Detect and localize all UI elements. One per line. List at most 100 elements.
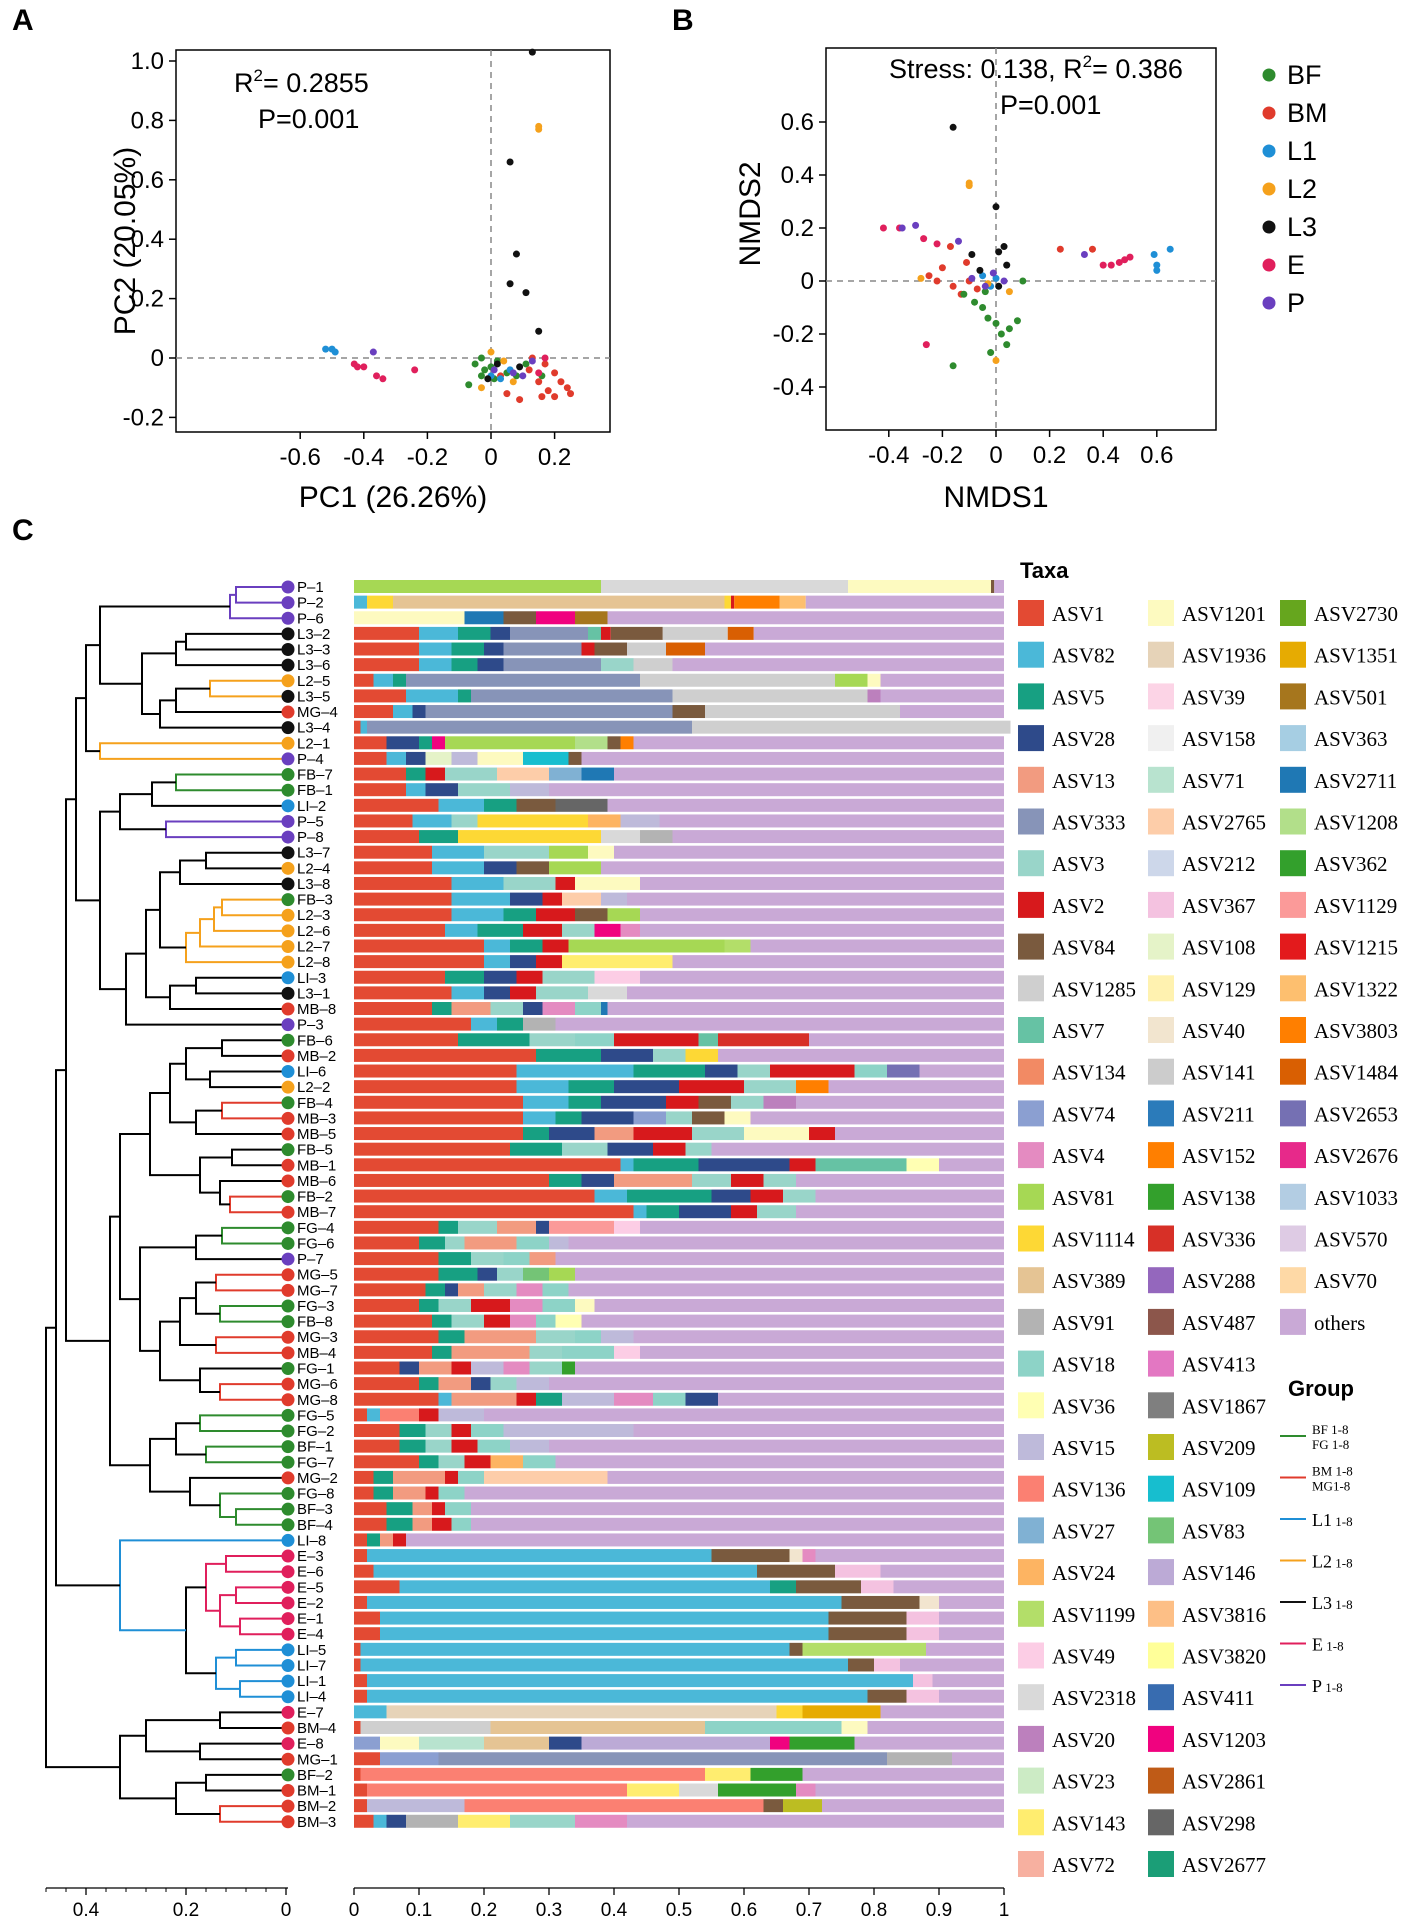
pcoa-point-BF	[481, 366, 489, 374]
bar-segment-ASV5	[484, 798, 517, 812]
sample-label: FB–4	[297, 1095, 333, 1112]
dendrogram-branch	[199, 918, 282, 948]
taxa-label-ASV20: ASV20	[1052, 1728, 1115, 1752]
pcoa-point-P	[519, 372, 527, 380]
taxa-swatch-ASV13	[1018, 766, 1044, 793]
group-swatch-BM	[1262, 106, 1276, 120]
bar-segment-others	[939, 1689, 1004, 1703]
bar-segment-ASV81	[835, 673, 868, 687]
group-legend-label: FG 1-8	[1312, 1437, 1349, 1452]
bar-segment-ASV5	[510, 1142, 562, 1156]
sample-label: P–3	[297, 1017, 324, 1034]
taxa-swatch-ASV3803	[1280, 1017, 1306, 1043]
bar-segment-ASV1201	[841, 1720, 868, 1734]
dendrogram-branch	[235, 586, 282, 604]
sample-dot	[281, 1487, 295, 1501]
dendrogram-branch	[205, 1773, 282, 1792]
bar-segment-ASV1	[354, 783, 406, 797]
sample-dot	[281, 1674, 295, 1688]
taxa-legend: ASV1 ASV82 ASV5 ASV28 ASV13 ASV333 ASV3 ASV2 ASV…	[1018, 600, 1399, 1877]
bar-segment-ASV5	[568, 1080, 614, 1094]
nmds-point-BF	[992, 319, 1000, 327]
taxa-label-ASV413: ASV413	[1182, 1353, 1256, 1377]
bar-segment-ASV5	[386, 1517, 413, 1531]
bar-segment-ASV5	[406, 767, 426, 781]
bar-segment-ASV28	[705, 1064, 738, 1078]
panel-b-ytick-label: 0	[801, 268, 814, 295]
nmds-point-P	[912, 221, 920, 229]
bar-segment-ASV2	[555, 876, 575, 890]
bar-segment-ASV1	[354, 1158, 621, 1172]
sample-dot	[281, 1565, 295, 1579]
taxa-swatch-ASV1203	[1148, 1725, 1174, 1752]
bar-segment-others	[828, 1080, 1004, 1094]
bar-segment-others	[627, 1814, 1004, 1828]
pcoa-point-BF	[477, 372, 485, 380]
bar-segment-ASV1203	[536, 611, 575, 625]
bar-segment-ASV1199	[802, 1642, 926, 1656]
sample-dot	[281, 1643, 295, 1657]
taxa-swatch-ASV1129	[1280, 891, 1306, 918]
sample-label: P–8	[297, 829, 324, 846]
bar-segment-ASV13	[529, 1252, 556, 1266]
dendrogram-branch	[229, 1195, 282, 1214]
sample-label: BF–3	[297, 1501, 333, 1518]
bar-segment-ASV15	[451, 751, 478, 765]
bar-segment-ASV109	[523, 751, 569, 765]
bar-segment-ASV1484	[666, 642, 705, 656]
bar-segment-ASV82	[412, 814, 452, 828]
bar-segment-ASV84	[568, 751, 582, 765]
taxa-swatch-ASV2677	[1148, 1851, 1174, 1877]
bar-segment-ASV1	[354, 939, 484, 953]
bar-segment-ASV18	[451, 1517, 471, 1531]
group-legend-label: L3 1-8	[1312, 1593, 1353, 1613]
bar-segment-ASV82	[386, 751, 406, 765]
dendrogram-branch	[175, 773, 282, 792]
bar-segment-ASV5	[445, 970, 484, 984]
dendrogram-branch	[169, 1062, 196, 1124]
bar-segment-ASV138	[562, 1361, 575, 1375]
taxa-label-ASV146: ASV146	[1182, 1561, 1256, 1585]
taxa-swatch-ASV36	[1018, 1392, 1044, 1419]
bar-segment-ASV5	[432, 1314, 452, 1328]
nmds-point-BF	[949, 362, 957, 370]
bar-segment-ASV82	[399, 1580, 770, 1594]
bar-segment-ASV3	[458, 1220, 497, 1234]
bar-segment-ASV40	[919, 1595, 939, 1609]
bar-segment-ASV2711	[601, 1002, 608, 1016]
sample-label: E–1	[297, 1611, 324, 1628]
pcoa-point-L3	[506, 158, 514, 166]
bar-segment-ASV1	[354, 1470, 374, 1484]
bar-segment-ASV1	[354, 1111, 523, 1125]
bar-segment-ASV13	[451, 1345, 530, 1359]
dendrogram-branch	[99, 742, 282, 760]
dendrogram-branch	[175, 1422, 206, 1456]
pcoa-point-BM	[551, 393, 559, 401]
taxa-swatch-ASV363	[1280, 725, 1306, 752]
sample-label: L3–4	[297, 720, 330, 737]
bar-segment-others	[471, 1517, 1004, 1531]
bar-segment-ASV82	[419, 626, 458, 640]
panel-b-points	[879, 123, 1174, 370]
bar-segment-ASV333	[503, 642, 582, 656]
taxa-label-ASV72: ASV72	[1052, 1853, 1115, 1877]
bar-segment-ASV4	[802, 1549, 816, 1563]
nmds-point-E	[922, 341, 930, 349]
sample-label: LI–2	[297, 798, 326, 815]
pcoa-point-L3	[512, 250, 520, 258]
bar-segment-ASV5	[451, 658, 478, 672]
dendrogram-branch	[205, 1562, 226, 1612]
bar-segment-others	[555, 1017, 1004, 1031]
dendrogram-branch	[145, 908, 170, 999]
nmds-point-BM	[933, 277, 941, 285]
bar-segment-others	[880, 673, 1004, 687]
pcoa-point-E	[379, 375, 387, 383]
pcoa-point-E	[411, 366, 419, 374]
dendrogram-branch	[119, 1133, 150, 1301]
taxa-label-ASV1867: ASV1867	[1182, 1394, 1266, 1418]
sample-label: MB–4	[297, 1345, 336, 1362]
taxa-label-ASV108: ASV108	[1182, 936, 1256, 960]
dendrogram-branch	[195, 976, 282, 995]
bar-segment-ASV5	[510, 939, 543, 953]
sample-dot	[281, 580, 295, 594]
